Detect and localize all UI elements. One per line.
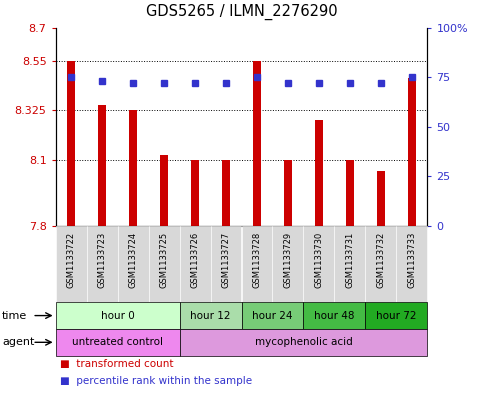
Bar xyxy=(346,160,355,226)
Text: agent: agent xyxy=(2,337,35,347)
Bar xyxy=(67,61,75,226)
Text: GDS5265 / ILMN_2276290: GDS5265 / ILMN_2276290 xyxy=(146,4,337,20)
Text: GSM1133725: GSM1133725 xyxy=(159,232,169,288)
Text: GSM1133724: GSM1133724 xyxy=(128,232,138,288)
Text: GSM1133728: GSM1133728 xyxy=(253,232,261,288)
Bar xyxy=(128,110,137,226)
Text: ■  percentile rank within the sample: ■ percentile rank within the sample xyxy=(60,376,253,386)
Text: GSM1133726: GSM1133726 xyxy=(190,232,199,288)
Text: GSM1133723: GSM1133723 xyxy=(98,232,107,288)
Bar xyxy=(160,155,169,226)
Text: time: time xyxy=(2,310,28,321)
Text: mycophenolic acid: mycophenolic acid xyxy=(255,337,353,347)
Text: hour 24: hour 24 xyxy=(252,310,293,321)
Text: untreated control: untreated control xyxy=(72,337,163,347)
Text: GSM1133730: GSM1133730 xyxy=(314,232,324,288)
Text: hour 0: hour 0 xyxy=(100,310,134,321)
Text: GSM1133732: GSM1133732 xyxy=(376,232,385,288)
Text: GSM1133733: GSM1133733 xyxy=(408,232,416,288)
Bar xyxy=(98,105,106,226)
Bar xyxy=(377,171,385,226)
Bar xyxy=(284,160,292,226)
Text: hour 12: hour 12 xyxy=(190,310,231,321)
Text: GSM1133729: GSM1133729 xyxy=(284,232,293,288)
Bar xyxy=(222,160,230,226)
Text: hour 48: hour 48 xyxy=(314,310,355,321)
Bar xyxy=(191,160,199,226)
Bar xyxy=(314,120,323,226)
Text: GSM1133722: GSM1133722 xyxy=(67,232,75,288)
Bar xyxy=(253,61,261,226)
Text: hour 72: hour 72 xyxy=(376,310,417,321)
Text: GSM1133727: GSM1133727 xyxy=(222,232,230,288)
Text: GSM1133731: GSM1133731 xyxy=(345,232,355,288)
Bar xyxy=(408,78,416,226)
Text: ■  transformed count: ■ transformed count xyxy=(60,359,174,369)
